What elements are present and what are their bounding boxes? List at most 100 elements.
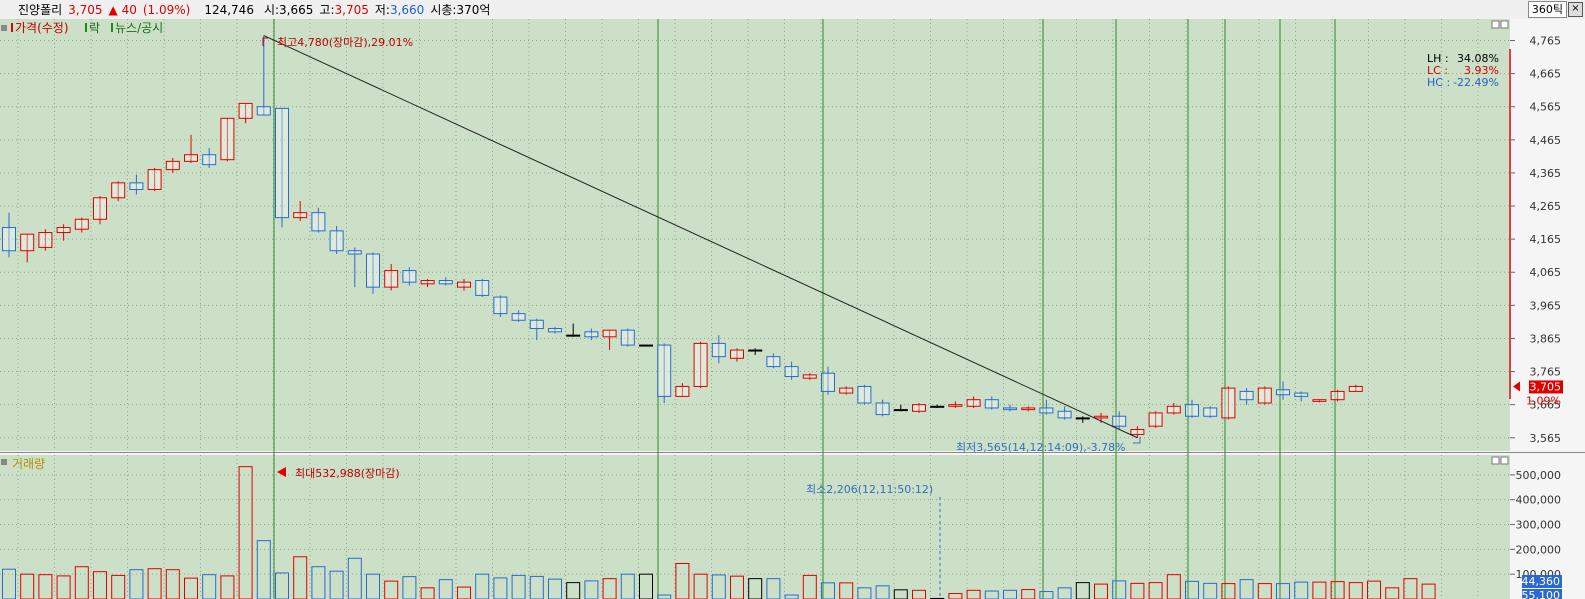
- candle-body: [1166, 405, 1181, 414]
- volume-bar: [2, 568, 16, 599]
- price-tick-label: 3,965: [1530, 299, 1562, 312]
- panel-menu-icon[interactable]: [1, 25, 7, 31]
- volume-bar: [657, 594, 672, 599]
- candle-body: [1312, 399, 1327, 402]
- candle-body: [147, 169, 162, 190]
- volume-bar: [912, 589, 926, 599]
- legend-news[interactable]: 뉴스/공시: [115, 21, 163, 35]
- candle-body: [1075, 417, 1090, 420]
- price-change: ▲ 40: [108, 2, 137, 17]
- price-tick-label: 3,565: [1530, 432, 1562, 445]
- candle-body: [366, 253, 380, 288]
- max-volume-annotation: 최대532,988(장마감): [295, 467, 400, 480]
- price-tick-label: 4,465: [1530, 134, 1562, 147]
- candle-body: [784, 366, 799, 378]
- candle-body: [293, 212, 308, 219]
- volume-bar: [1312, 581, 1327, 599]
- candle-body: [2, 227, 16, 252]
- candle-body: [493, 296, 508, 315]
- candle-body: [1276, 389, 1290, 396]
- candle-body: [311, 212, 326, 232]
- max-price-annotation: 최고4,780(장마감),29.01%: [277, 36, 413, 49]
- price-tick-label: 4,765: [1530, 35, 1562, 48]
- volume-bar: [329, 570, 344, 599]
- volume-bar: [111, 574, 126, 599]
- chart-area[interactable]: 4,765 4,665 4,565 4,465 4,365 4,265 4,165 4,065…: [0, 19, 1585, 599]
- volume-bar: [384, 580, 399, 599]
- high-label: 고:: [319, 3, 335, 17]
- volume-tag-bg: [1522, 575, 1562, 588]
- legend-ex-marker: [85, 23, 87, 32]
- candle-body: [129, 182, 144, 190]
- close-panel-icon[interactable]: [1500, 20, 1509, 29]
- price-change-pct: (1.09%): [142, 2, 191, 17]
- min-price-annotation: 최저3,565(14,12:14:09),-3.78%: [956, 441, 1126, 454]
- max-arrow-icon: [262, 37, 268, 46]
- candle-body: [1239, 390, 1254, 401]
- market-cap: 시총:370억: [430, 3, 491, 17]
- min-arrow-icon: [1133, 437, 1141, 444]
- candle-body: [56, 227, 71, 234]
- candle-body: [675, 385, 690, 397]
- volume-menu-icon[interactable]: [1, 459, 7, 465]
- candle-body: [238, 102, 253, 119]
- candle-body: [74, 218, 89, 230]
- volume-tick-label: 200,000: [1516, 543, 1562, 556]
- candle-body: [1348, 385, 1363, 392]
- legend-ex-rights[interactable]: 락: [89, 21, 100, 35]
- maximize-icon[interactable]: [1491, 20, 1500, 29]
- legend-price-marker: [11, 23, 13, 32]
- candle-body: [438, 280, 453, 285]
- candle-body: [1130, 428, 1145, 435]
- volume-bar: [1094, 583, 1108, 599]
- price-tick-label: 4,665: [1530, 68, 1562, 81]
- volume-bar: [184, 577, 198, 599]
- legend-news-marker: [111, 23, 113, 32]
- candle-body: [220, 117, 235, 161]
- candle-body: [966, 399, 981, 407]
- candle-body: [693, 342, 708, 387]
- candle-body: [1003, 407, 1017, 411]
- candle-body: [730, 349, 744, 359]
- volume-bar: [366, 573, 380, 599]
- volume-title[interactable]: 거래량: [12, 457, 45, 471]
- candle-body: [1294, 392, 1309, 397]
- candle-body: [620, 329, 635, 346]
- close-icon[interactable]: ×: [1568, 2, 1583, 17]
- candle-body: [984, 399, 999, 409]
- candle-body: [1039, 407, 1054, 414]
- price-tick-label: 4,065: [1530, 266, 1562, 279]
- candle-body: [1330, 390, 1345, 401]
- session-lines: [273, 19, 1336, 599]
- legend-price[interactable]: 가격(수정): [15, 21, 69, 35]
- tick-period-button[interactable]: 360틱: [1527, 1, 1567, 18]
- volume-bar: [1421, 583, 1436, 599]
- candle-body: [202, 154, 217, 166]
- volume-bar: [802, 574, 817, 599]
- price-tick-label: 3,665: [1530, 399, 1562, 412]
- candle-body: [948, 404, 963, 407]
- volume-close-icon[interactable]: [1500, 456, 1509, 465]
- candle-body: [602, 329, 617, 338]
- volume-bar: [984, 590, 999, 599]
- candle-body: [766, 356, 781, 368]
- current-price-arrow-icon: [1513, 381, 1520, 392]
- candle-body: [165, 160, 180, 171]
- volume-bar: [966, 589, 981, 599]
- volume-bar: [457, 586, 471, 599]
- volume-bar: [1003, 589, 1017, 599]
- candle-body: [912, 404, 926, 412]
- trend-line[interactable]: [263, 35, 1138, 439]
- candle-body: [93, 197, 107, 220]
- candle-body: [657, 344, 672, 397]
- stat-hc-label: HC :: [1427, 76, 1450, 89]
- volume-current-tag: 44,360: [1522, 575, 1561, 588]
- volume-bar: [639, 573, 653, 599]
- candle-body: [111, 182, 126, 199]
- volume-bar: [347, 557, 362, 599]
- price-panel-bg: [0, 19, 1510, 451]
- volume-bar: [548, 578, 562, 599]
- volume-maximize-icon[interactable]: [1491, 456, 1500, 465]
- max-volume-arrow-icon: [277, 467, 286, 477]
- candle-body: [420, 280, 435, 285]
